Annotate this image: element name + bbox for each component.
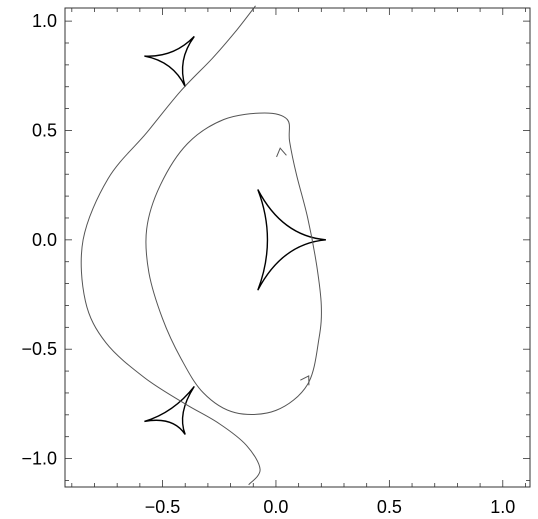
x-tick-label: 0.5 <box>377 497 402 517</box>
y-tick-label: −1.0 <box>21 449 57 469</box>
caustic-curve <box>144 35 195 88</box>
y-tick-label: 0.5 <box>32 120 57 140</box>
arrowhead <box>300 375 310 386</box>
direction-arrow <box>276 147 287 158</box>
caustic-curve <box>257 189 326 291</box>
x-tick-label: 0.0 <box>263 497 288 517</box>
y-tick-label: 0.0 <box>32 230 57 250</box>
arrowhead <box>276 147 287 158</box>
trajectory-line <box>145 112 322 415</box>
plot-border <box>64 7 531 488</box>
x-tick-label: −0.5 <box>145 497 181 517</box>
x-tick-label: 1.0 <box>490 497 515 517</box>
caustic-curve <box>144 385 195 435</box>
trajectory-curves <box>80 5 322 486</box>
y-tick-label: −0.5 <box>21 339 57 359</box>
axis-ticks <box>65 8 530 487</box>
trajectory-line <box>80 5 261 486</box>
plot-frame <box>64 7 531 488</box>
tick-labels: −0.5 0.0 0.5 1.0 −1.0 −0.5 0.0 0.5 1.0 <box>21 11 515 517</box>
y-tick-label: 1.0 <box>32 11 57 31</box>
caustic-curves <box>144 35 326 435</box>
direction-arrow <box>300 375 310 386</box>
